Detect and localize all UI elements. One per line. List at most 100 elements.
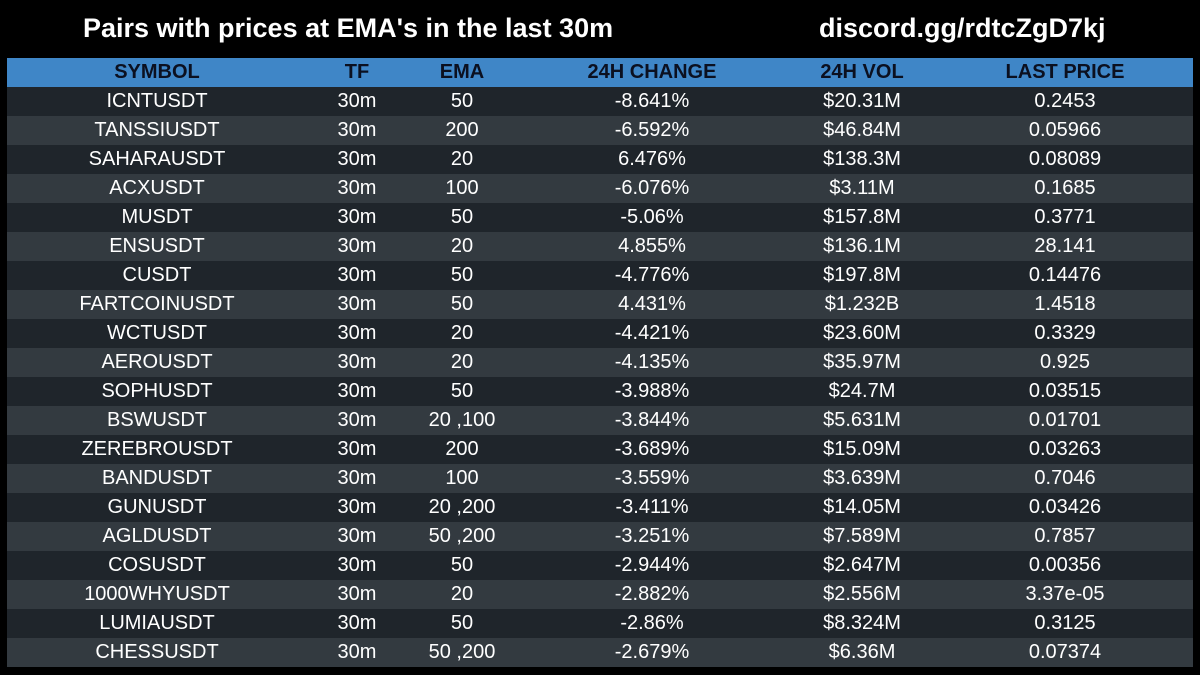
cell-tf: 30m [337,322,377,344]
cell-symbol: SAHARAUSDT [88,148,226,170]
cell-symbol: TANSSIUSDT [94,119,220,141]
cell-24h-vol: $14.05M [823,496,901,518]
table-row[interactable]: FARTCOINUSDT 30m 50 4.431% $1.232B 1.4518 [7,290,1193,319]
cell-tf: 30m [337,612,377,634]
cell-last-price: 0.03426 [1028,496,1102,518]
cell-ema: 50 [450,612,474,634]
column-header-24h-vol[interactable]: 24H VOL [820,61,904,83]
cell-ema: 20 [450,148,474,170]
cell-symbol: COSUSDT [108,554,206,576]
table-row[interactable]: GUNUSDT 30m 20 ,200 -3.411% $14.05M 0.03426 [7,493,1193,522]
cell-tf: 30m [337,409,377,431]
cell-last-price: 0.3771 [1034,206,1096,228]
discord-link[interactable]: discord.gg/rdtcZgD7kj [819,13,1106,43]
table-row[interactable]: CHESSUSDT 30m 50 ,200 -2.679% $6.36M 0.07374 [7,638,1193,667]
cell-last-price: 0.14476 [1028,264,1102,286]
table-row[interactable]: SAHARAUSDT 30m 20 6.476% $138.3M 0.08089 [7,145,1193,174]
cell-24h-vol: $3.639M [823,467,901,489]
cell-24h-change: -8.641% [614,90,690,112]
cell-symbol: AGLDUSDT [102,525,212,547]
cell-last-price: 0.01701 [1028,409,1102,431]
cell-ema: 20 ,100 [428,409,496,431]
column-header-last-price[interactable]: LAST PRICE [1005,61,1125,83]
cell-tf: 30m [337,119,377,141]
cell-24h-vol: $20.31M [823,90,901,112]
cell-last-price: 0.925 [1039,351,1091,373]
table-header-row: SYMBOL TF EMA 24H CHANGE 24H VOL LAST PR… [7,58,1193,87]
cell-tf: 30m [337,641,377,663]
table-row[interactable]: LUMIAUSDT 30m 50 -2.86% $8.324M 0.3125 [7,609,1193,638]
cell-24h-vol: $3.11M [829,177,895,199]
cell-24h-change: -4.776% [614,264,690,286]
cell-24h-change: -3.559% [614,467,690,489]
cell-24h-change: -6.592% [614,119,690,141]
table-row[interactable]: ICNTUSDT 30m 50 -8.641% $20.31M 0.2453 [7,87,1193,116]
table-row[interactable]: SOPHUSDT 30m 50 -3.988% $24.7M 0.03515 [7,377,1193,406]
table-row[interactable]: 1000WHYUSDT 30m 20 -2.882% $2.556M 3.37e-05 [7,580,1193,609]
cell-tf: 30m [337,467,377,489]
cell-24h-vol: $197.8M [823,264,901,286]
column-header-ema[interactable]: EMA [439,61,485,83]
table-row[interactable]: CUSDT 30m 50 -4.776% $197.8M 0.14476 [7,261,1193,290]
cell-last-price: 1.4518 [1034,293,1096,315]
cell-last-price: 0.03515 [1028,380,1102,402]
cell-tf: 30m [337,293,377,315]
cell-symbol: SOPHUSDT [101,380,213,402]
cell-24h-vol: $7.589M [823,525,901,547]
column-header-24h-change[interactable]: 24H CHANGE [587,61,717,83]
cell-last-price: 0.03263 [1028,438,1102,460]
column-header-symbol[interactable]: SYMBOL [114,61,200,83]
table-row[interactable]: ENSUSDT 30m 20 4.855% $136.1M 28.141 [7,232,1193,261]
cell-last-price: 0.3329 [1034,322,1096,344]
cell-last-price: 0.7046 [1034,467,1096,489]
pairs-table-container: SYMBOL TF EMA 24H CHANGE 24H VOL LAST PR… [7,58,1193,667]
cell-symbol: MUSDT [121,206,193,228]
cell-24h-vol: $23.60M [823,322,901,344]
cell-ema: 50 [450,264,474,286]
cell-24h-change: -3.988% [614,380,690,402]
table-row[interactable]: ZEREBROUSDT 30m 200 -3.689% $15.09M 0.03263 [7,435,1193,464]
cell-24h-change: -2.679% [614,641,690,663]
cell-tf: 30m [337,206,377,228]
cell-24h-change: 4.431% [618,293,686,315]
cell-tf: 30m [337,525,377,547]
table-row[interactable]: AGLDUSDT 30m 50 ,200 -3.251% $7.589M 0.7857 [7,522,1193,551]
header-bar: Pairs with prices at EMA's in the last 3… [0,0,1200,58]
cell-ema: 20 [450,322,474,344]
table-row[interactable]: BSWUSDT 30m 20 ,100 -3.844% $5.631M 0.01701 [7,406,1193,435]
cell-24h-vol: $136.1M [823,235,901,257]
column-header-tf[interactable]: TF [344,61,370,83]
cell-tf: 30m [337,496,377,518]
table-row[interactable]: ACXUSDT 30m 100 -6.076% $3.11M 0.1685 [7,174,1193,203]
cell-symbol: ICNTUSDT [106,90,208,112]
cell-tf: 30m [337,148,377,170]
cell-24h-change: -3.844% [614,409,690,431]
cell-24h-change: -2.882% [614,583,690,605]
cell-24h-change: -3.689% [614,438,690,460]
cell-tf: 30m [337,380,377,402]
cell-tf: 30m [337,235,377,257]
cell-24h-vol: $2.556M [823,583,901,605]
cell-ema: 50 ,200 [428,525,496,547]
table-row[interactable]: AEROUSDT 30m 20 -4.135% $35.97M 0.925 [7,348,1193,377]
cell-ema: 100 [445,177,479,199]
cell-tf: 30m [337,554,377,576]
cell-symbol: GUNUSDT [107,496,207,518]
cell-24h-change: -4.421% [614,322,690,344]
table-row[interactable]: MUSDT 30m 50 -5.06% $157.8M 0.3771 [7,203,1193,232]
cell-last-price: 0.2453 [1034,90,1096,112]
cell-tf: 30m [337,264,377,286]
cell-last-price: 0.07374 [1028,641,1102,663]
cell-tf: 30m [337,90,377,112]
cell-ema: 20 [450,351,474,373]
table-row[interactable]: COSUSDT 30m 50 -2.944% $2.647M 0.00356 [7,551,1193,580]
table-row[interactable]: TANSSIUSDT 30m 200 -6.592% $46.84M 0.05966 [7,116,1193,145]
cell-24h-change: 4.855% [618,235,686,257]
cell-symbol: FARTCOINUSDT [79,293,235,315]
table-row[interactable]: WCTUSDT 30m 20 -4.421% $23.60M 0.3329 [7,319,1193,348]
table-row[interactable]: BANDUSDT 30m 100 -3.559% $3.639M 0.7046 [7,464,1193,493]
cell-24h-change: -5.06% [620,206,684,228]
cell-24h-vol: $8.324M [823,612,901,634]
cell-ema: 50 [450,380,474,402]
cell-last-price: 28.141 [1034,235,1096,257]
